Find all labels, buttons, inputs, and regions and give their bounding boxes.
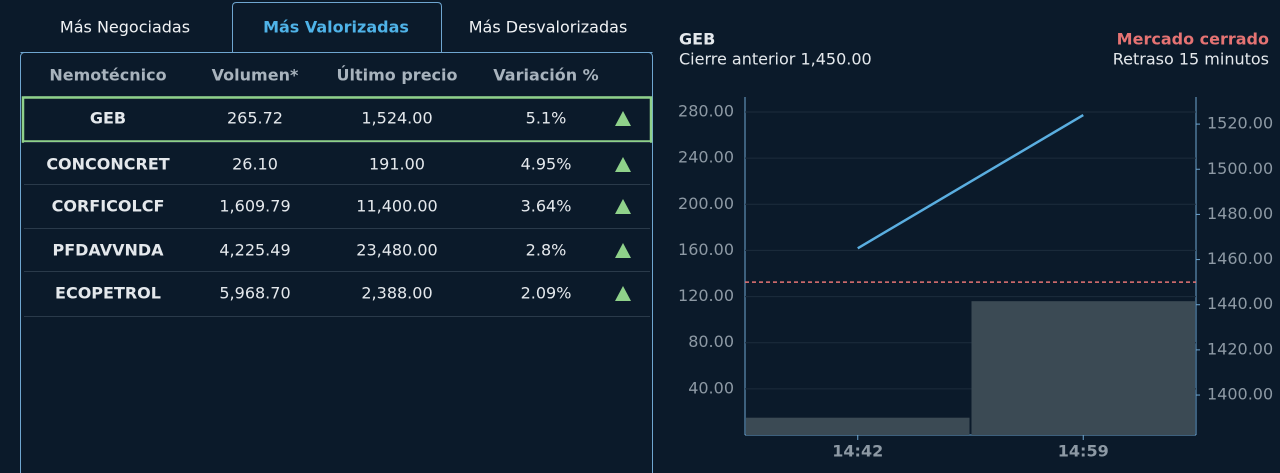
y2-tick-label: 1500.00 — [1207, 159, 1273, 178]
tab[interactable]: Más Negociadas — [60, 18, 190, 37]
cell: 11,400.00 — [356, 197, 437, 216]
price-line — [857, 113, 1084, 250]
y2-tick-label: 1520.00 — [1207, 114, 1273, 133]
y2-tick-label: 1440.00 — [1207, 294, 1273, 313]
tab[interactable]: Más Desvalorizadas — [469, 18, 628, 37]
selected-row[interactable] — [21, 96, 653, 143]
ticker[interactable]: PFDAVVNDA — [52, 241, 164, 260]
table-panel — [20, 52, 653, 473]
cell: 4,225.49 — [219, 241, 290, 260]
chart-subtitle: Cierre anterior 1,450.00 — [679, 50, 872, 69]
chart-title: GEB — [679, 30, 715, 49]
cell: 1,609.79 — [219, 197, 290, 216]
column-header: Variación % — [493, 66, 598, 85]
cell: 265.72 — [227, 109, 283, 128]
up-arrow-icon — [615, 111, 631, 126]
up-arrow-icon — [615, 199, 631, 214]
y2-tick-label: 1400.00 — [1207, 385, 1273, 404]
column-header: Nemotécnico — [49, 66, 166, 85]
cell: 191.00 — [369, 155, 425, 174]
cell: 3.64% — [521, 197, 572, 216]
y2-tick-label: 1420.00 — [1207, 339, 1273, 358]
y-tick-label: 240.00 — [678, 148, 734, 167]
tab[interactable]: Más Valorizadas — [263, 18, 409, 37]
cell: 1,524.00 — [361, 109, 432, 128]
up-arrow-icon — [615, 157, 631, 172]
cell: 23,480.00 — [356, 241, 437, 260]
column-header: Último precio — [337, 66, 458, 85]
ticker[interactable]: GEB — [90, 109, 126, 128]
y-tick-label: 200.00 — [678, 194, 734, 213]
ticker[interactable]: ECOPETROL — [55, 284, 161, 303]
y-tick-label: 280.00 — [678, 101, 734, 120]
delay-note: Retraso 15 minutos — [1113, 50, 1269, 69]
y-tick-label: 120.00 — [678, 286, 734, 305]
x-tick-label: 14:59 — [1058, 442, 1109, 461]
y-tick-label: 160.00 — [678, 240, 734, 259]
ticker[interactable]: CONCONCRET — [46, 155, 169, 174]
cell: 5.1% — [526, 109, 567, 128]
up-arrow-icon — [615, 286, 631, 301]
volume-bar — [746, 417, 970, 435]
cell: 5,968.70 — [219, 284, 290, 303]
y-tick-label: 40.00 — [688, 378, 734, 397]
cell: 2.09% — [521, 284, 572, 303]
x-tick-label: 14:42 — [832, 442, 883, 461]
cell: 4.95% — [521, 155, 572, 174]
cell: 2.8% — [526, 241, 567, 260]
y2-tick-label: 1460.00 — [1207, 249, 1273, 268]
volume-bar — [971, 301, 1195, 435]
active-tab-border — [20, 2, 442, 53]
cell: 2,388.00 — [361, 284, 432, 303]
ticker[interactable]: CORFICOLCF — [52, 197, 165, 216]
up-arrow-icon — [615, 243, 631, 258]
y-tick-label: 80.00 — [688, 332, 734, 351]
column-header: Volumen* — [212, 66, 299, 85]
y2-tick-label: 1480.00 — [1207, 204, 1273, 223]
cell: 26.10 — [232, 155, 278, 174]
market-status: Mercado cerrado — [1117, 30, 1269, 49]
